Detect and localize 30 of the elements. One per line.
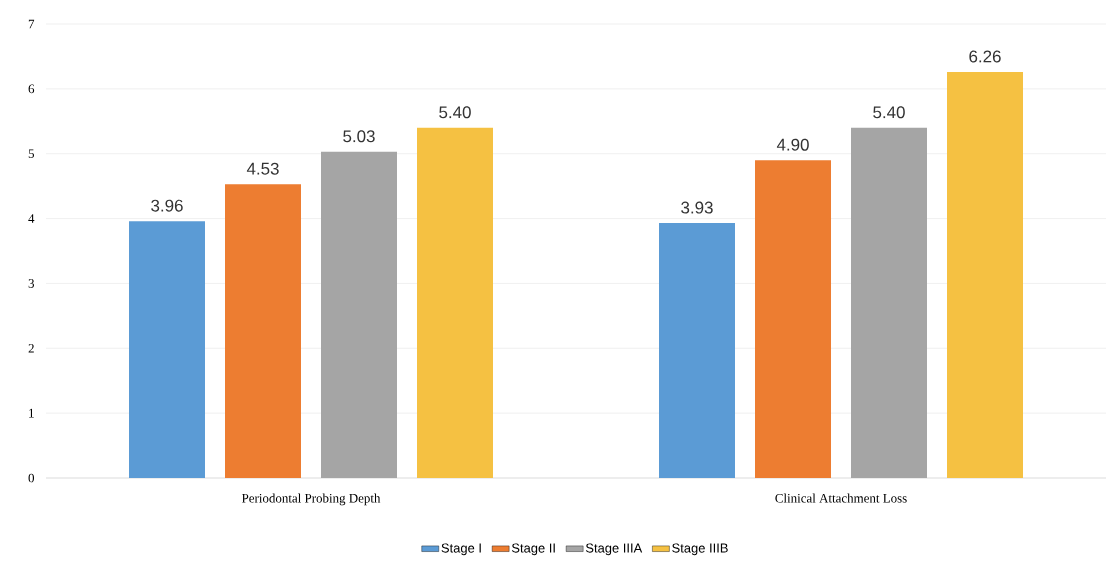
data-label: 3.93	[681, 201, 713, 214]
legend-label: Stage IIIB	[672, 543, 728, 556]
y-tick-label: 3	[28, 279, 34, 288]
data-label: 5.40	[873, 106, 905, 119]
data-label: 4.90	[776, 138, 809, 151]
y-tick-label: 6	[28, 84, 35, 94]
bar	[947, 71, 1023, 478]
x-tick-label: Clinical Attachment Loss	[775, 493, 907, 503]
y-tick-label: 2	[28, 343, 34, 353]
bar	[129, 221, 205, 478]
y-tick-label: 1	[29, 408, 34, 418]
legend-label: Stage IIIA	[585, 543, 643, 556]
bar	[851, 127, 927, 478]
y-tick-label: 5	[28, 149, 34, 159]
bar	[321, 151, 397, 478]
y-tick-label: 4	[28, 214, 35, 223]
bar	[659, 223, 735, 478]
bar	[755, 160, 831, 478]
legend-label: Stage II	[511, 543, 555, 556]
y-tick-label: 0	[28, 473, 35, 483]
bar	[417, 127, 493, 478]
data-label: 6.26	[969, 50, 1001, 63]
bar	[225, 184, 301, 478]
data-label: 3.96	[151, 199, 183, 212]
data-label: 5.40	[439, 106, 471, 119]
x-tick-label: Periodontal Probing Depth	[241, 493, 381, 506]
y-tick-label: 7	[28, 19, 35, 29]
legend-label: Stage I	[441, 543, 481, 556]
data-label: 5.03	[343, 130, 375, 143]
data-label: 4.53	[246, 162, 279, 175]
